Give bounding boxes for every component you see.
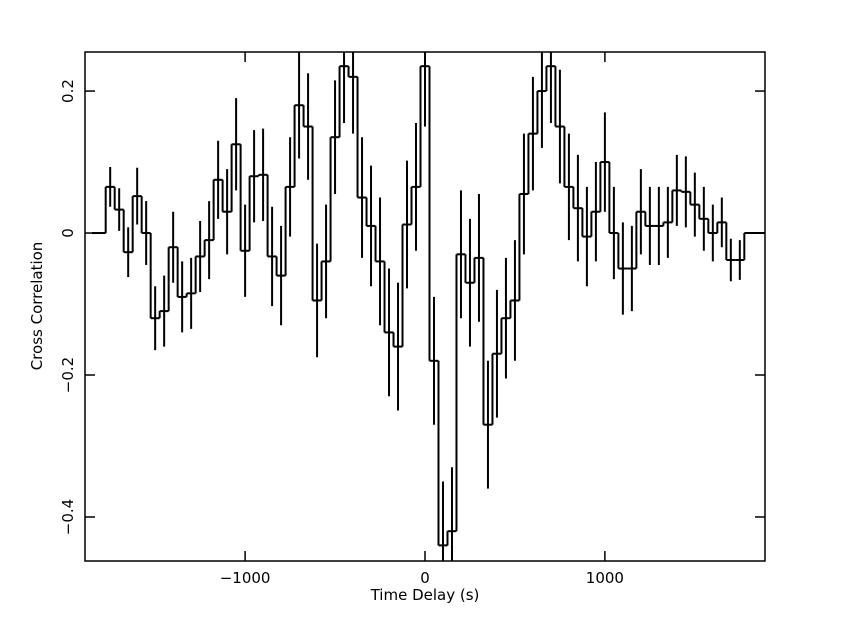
y-axis-title: Cross Correlation xyxy=(28,242,46,371)
x-axis-title: Time Delay (s) xyxy=(370,586,480,604)
x-tick-label: 1000 xyxy=(586,569,624,587)
plot-frame xyxy=(84,51,766,562)
plot-area xyxy=(92,52,765,561)
x-tick-label: 0 xyxy=(420,569,430,587)
y-tick-label: −0.2 xyxy=(59,357,77,393)
y-tick-label: 0 xyxy=(59,228,77,238)
x-tick-label: −1000 xyxy=(220,569,271,587)
y-tick-label: 0.2 xyxy=(59,79,77,103)
y-tick-label: −0.4 xyxy=(59,499,77,535)
